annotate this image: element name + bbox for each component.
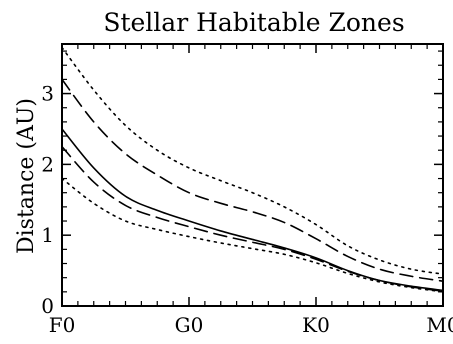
y-axis-label: Distance (AU) xyxy=(14,98,39,254)
series-line-1-dotted xyxy=(61,46,444,275)
series-line-2-dashed xyxy=(61,78,444,283)
x-tick-label: G0 xyxy=(175,313,204,337)
x-tick-label: M0 xyxy=(426,313,453,337)
plot-frame xyxy=(61,43,444,307)
y-tick-label: 0 xyxy=(41,294,54,318)
y-tick-label: 2 xyxy=(41,152,54,176)
axis-ticks xyxy=(61,44,444,307)
x-tick-label: F0 xyxy=(49,313,76,337)
y-tick-label: 1 xyxy=(41,223,54,247)
series-line-4-dashed xyxy=(61,145,444,292)
series-line-3-solid xyxy=(61,128,444,292)
tick-labels: 0 1 2 3 F0 G0 K0 M0 xyxy=(41,82,453,337)
series-line-5-dotted xyxy=(61,177,444,293)
y-tick-label: 3 xyxy=(41,82,54,106)
x-tick-label: K0 xyxy=(302,313,330,337)
chart-title: Stellar Habitable Zones xyxy=(103,8,404,37)
series-layer xyxy=(61,46,444,293)
